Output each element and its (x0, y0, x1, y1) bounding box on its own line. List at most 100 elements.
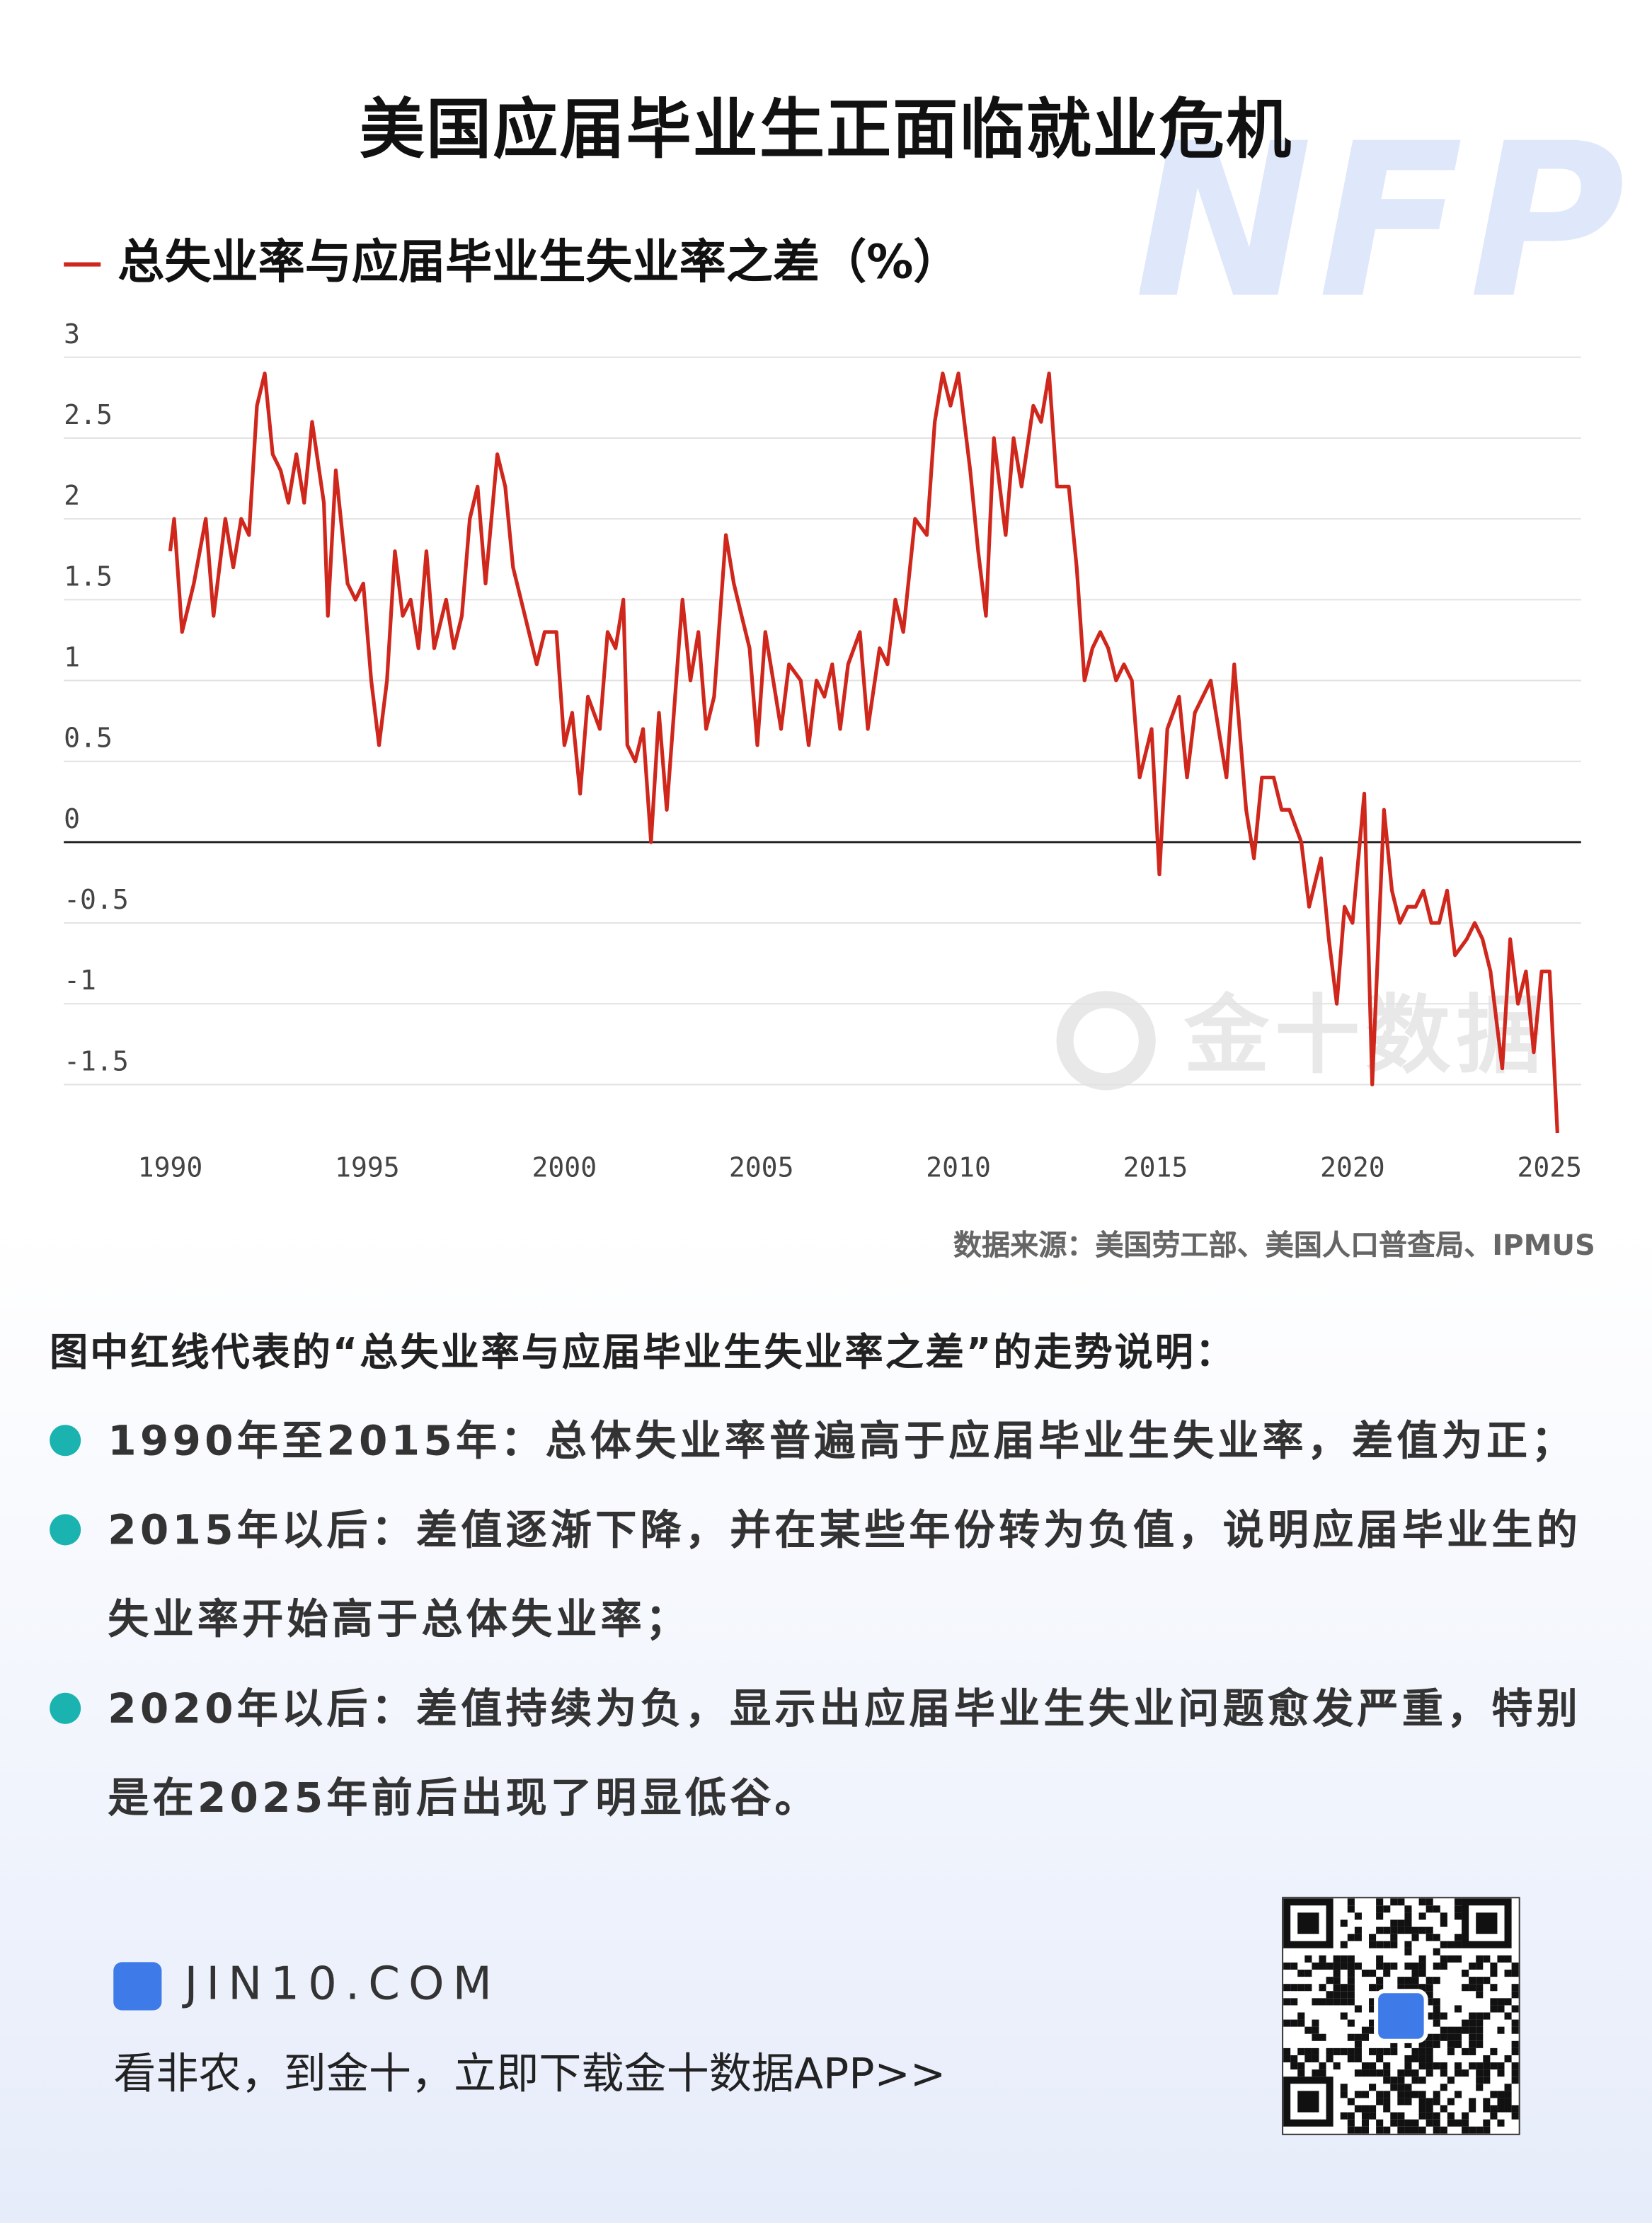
qr-module (1376, 1984, 1384, 1992)
qr-module (1390, 2119, 1398, 2127)
qr-module (1404, 2055, 1412, 2063)
qr-module (1376, 2069, 1384, 2077)
qr-module (1404, 1948, 1412, 1955)
qr-module (1511, 1984, 1519, 1992)
qr-module (1347, 2055, 1355, 2063)
qr-module (1476, 1977, 1484, 1984)
qr-module (1418, 1898, 1426, 1906)
qr-module (1404, 1912, 1412, 1920)
qr-module (1354, 2055, 1362, 2063)
qr-module (1462, 2119, 1469, 2127)
qr-module (1347, 1991, 1355, 1999)
y-tick-label: -1.5 (64, 1045, 129, 1076)
qr-module (1397, 1984, 1405, 1992)
qr-module (1390, 2112, 1398, 2120)
qr-module (1397, 1926, 1405, 1934)
qr-module (1390, 1919, 1398, 1927)
qr-module (1433, 2119, 1440, 2127)
qr-module (1326, 2055, 1333, 2063)
qr-module (1369, 1970, 1377, 1977)
qr-module (1454, 1941, 1462, 1948)
y-tick-label: 1.5 (64, 561, 113, 592)
qr-module (1383, 1941, 1391, 1948)
qr-module (1404, 1905, 1412, 1913)
qr-module (1426, 2069, 1433, 2077)
qr-module (1347, 1984, 1355, 1992)
qr-module (1490, 1998, 1498, 2006)
qr-module (1426, 2040, 1433, 2048)
qr-finder-core (1476, 1912, 1498, 1934)
qr-module (1426, 1977, 1433, 1984)
qr-module (1397, 2098, 1405, 2106)
qr-module (1469, 1977, 1476, 1984)
qr-module (1426, 2062, 1433, 2070)
qr-module (1312, 2055, 1319, 2063)
qr-module (1347, 2047, 1355, 2055)
qr-module (1483, 1977, 1491, 1984)
qr-module (1462, 2112, 1469, 2120)
qr-module (1347, 1955, 1355, 1963)
y-tick-label: -0.5 (64, 884, 129, 915)
qr-module (1383, 1905, 1391, 1913)
qr-module (1411, 2069, 1419, 2077)
qr-module (1333, 1962, 1341, 1970)
qr-module (1433, 1998, 1440, 2006)
qr-module (1319, 2033, 1326, 2041)
qr-module (1333, 1991, 1341, 1999)
qr-module (1511, 2069, 1519, 2077)
qr-module (1411, 1962, 1419, 1970)
qr-module (1397, 2076, 1405, 2084)
qr-module (1418, 2076, 1426, 2084)
qr-module (1397, 2091, 1405, 2098)
notes-heading: 图中红线代表的“总失业率与应届毕业生失业率之差”的走势说明： (50, 1331, 1236, 1376)
qr-module (1426, 1898, 1433, 1906)
qr-module (1326, 1991, 1333, 1999)
qr-module (1347, 2019, 1355, 2027)
qr-module (1376, 2119, 1384, 2127)
qr-module (1340, 1984, 1348, 1992)
qr-module (1497, 2105, 1505, 2113)
qr-module (1433, 2005, 1440, 2013)
qr-module (1418, 1955, 1426, 1963)
qr-finder-core (1297, 2091, 1319, 2113)
qr-module (1490, 1970, 1498, 1977)
qr-module (1404, 2098, 1412, 2106)
qr-module (1469, 2105, 1476, 2113)
qr-module (1304, 1955, 1312, 1963)
qr-module (1290, 2062, 1298, 2070)
qr-module (1404, 1919, 1412, 1927)
qr-module (1411, 1977, 1419, 1984)
qr-module (1411, 2126, 1419, 2134)
qr-module (1312, 2026, 1319, 2034)
qr-module (1333, 1977, 1341, 1984)
qr-module (1376, 1898, 1384, 1906)
qr-module (1440, 1955, 1447, 1963)
qr-module (1397, 2119, 1405, 2127)
qr-module (1354, 2047, 1362, 2055)
qr-module (1447, 2112, 1455, 2120)
qr-module (1340, 1962, 1348, 1970)
qr-module (1418, 2098, 1426, 2106)
qr-module (1418, 2055, 1426, 2063)
qr-module (1312, 2069, 1319, 2077)
qr-module (1347, 1970, 1355, 1977)
qr-module (1354, 1934, 1362, 1941)
qr-module (1354, 2040, 1362, 2048)
site: JIN10.COM (113, 1956, 500, 2011)
qr-module (1476, 2019, 1484, 2027)
qr-module (1440, 2084, 1447, 2091)
qr-module (1454, 1905, 1462, 1913)
qr-module (1447, 2040, 1455, 2048)
note-item: 2020年以后：差值持续为负，显示出应届毕业生失业问题愈发严重，特别是在2025… (50, 1665, 1602, 1843)
qr-module (1369, 2105, 1377, 2113)
qr-module (1454, 1912, 1462, 1920)
qr-module (1447, 2026, 1455, 2034)
y-tick-label: -1 (64, 965, 96, 996)
qr-module (1462, 1970, 1469, 1977)
qr-module (1397, 2112, 1405, 2120)
qr-module (1433, 1934, 1440, 1941)
qr-module (1340, 1955, 1348, 1963)
qr-module (1319, 1984, 1326, 1992)
qr-module (1290, 2055, 1298, 2063)
qr-module (1283, 1984, 1291, 1992)
